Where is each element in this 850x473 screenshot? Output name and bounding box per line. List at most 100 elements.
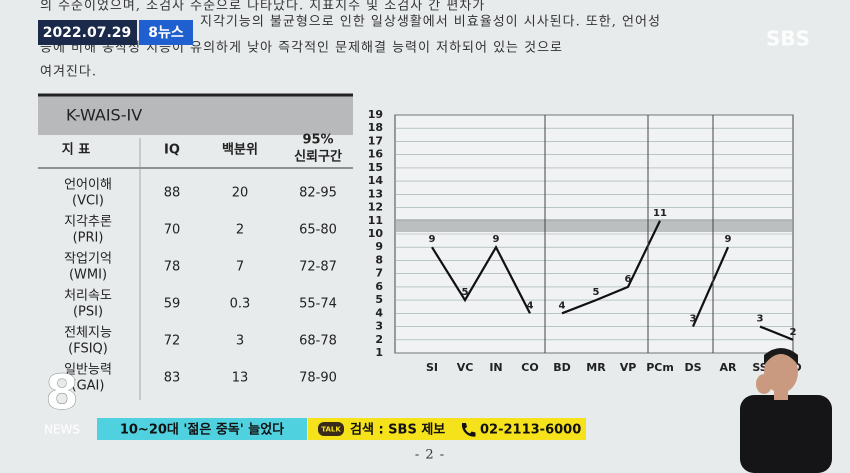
cell: 88	[164, 186, 181, 201]
y-tick-label: 9	[375, 240, 383, 253]
table-header-bar	[38, 95, 353, 135]
x-tick-label: DS	[684, 361, 701, 374]
doc-line: 여겨진다.	[40, 65, 97, 80]
cell: 13	[232, 371, 249, 386]
data-line	[759, 325, 794, 341]
x-tick-label: CO	[521, 361, 538, 374]
data-label: 9	[725, 234, 732, 245]
y-tick-label: 11	[368, 214, 383, 227]
data-label: 4	[559, 300, 566, 311]
search: 검색 : SBS 제보	[350, 423, 445, 438]
data-line	[691, 246, 730, 328]
y-tick-label: 8	[375, 253, 383, 266]
row-code: (GAI)	[72, 379, 105, 394]
row-name: 일반능력	[64, 363, 112, 378]
cell: 55-74	[299, 297, 337, 312]
channel-logo: SBS	[766, 27, 810, 51]
y-tick-label: 17	[368, 134, 383, 147]
date-box	[38, 20, 137, 45]
row-name: 작업기억	[64, 252, 112, 267]
y-tick-label: 13	[368, 187, 383, 200]
col-header: 백분위	[222, 143, 258, 158]
x-tick-label: BD	[553, 361, 571, 374]
cell: 82-95	[299, 186, 337, 201]
x-tick-label: VP	[620, 361, 637, 374]
y-tick-label: 7	[375, 267, 383, 280]
y-tick-label: 10	[368, 227, 384, 240]
y-tick-label: 6	[375, 280, 383, 293]
cell: 20	[232, 186, 249, 201]
data-label: 3	[690, 314, 697, 325]
program: 8뉴스	[148, 25, 184, 41]
row-code: (FSIQ)	[68, 342, 108, 357]
data-label: 6	[625, 274, 632, 285]
logo-text: NEWS	[44, 423, 80, 437]
headline-box	[97, 418, 307, 440]
cell: 83	[164, 371, 181, 386]
cell: 72	[164, 334, 181, 349]
talk-badge	[318, 422, 344, 436]
col-header: 지 표	[62, 143, 90, 158]
col-header: IQ	[164, 143, 180, 158]
data-label: 9	[429, 234, 436, 245]
y-tick-label: 1	[375, 346, 383, 359]
x-tick-label: VC	[457, 361, 474, 374]
data-label: 5	[462, 287, 469, 298]
data-label: 3	[757, 314, 764, 325]
row-code: (PRI)	[73, 231, 104, 246]
program-box	[139, 20, 193, 45]
cell: 70	[164, 223, 181, 238]
cell: 2	[236, 223, 244, 238]
cell: 3	[236, 334, 244, 349]
data-label: 11	[653, 208, 667, 219]
y-tick-label: 19	[368, 108, 383, 121]
cell: 68-78	[299, 334, 337, 349]
cell: 59	[164, 297, 181, 312]
tip-box	[308, 418, 586, 440]
data-label: 9	[493, 234, 500, 245]
x-tick-label: SS	[752, 361, 767, 374]
row-name: 지각추론	[64, 215, 112, 230]
data-label: 2	[790, 327, 797, 338]
cell: 0.3	[230, 297, 251, 312]
y-tick-label: 15	[368, 161, 383, 174]
cell: 7	[236, 260, 244, 275]
data-line	[431, 244, 531, 314]
y-tick-label: 5	[375, 293, 383, 306]
y-tick-label: 16	[368, 148, 384, 161]
row-name: 언어이해	[64, 178, 112, 193]
x-tick-label: MR	[586, 361, 606, 374]
cell: 72-87	[299, 260, 337, 275]
doc-line: 지각기능의 불균형으로 인한 일상생활에서 비효율성이 시사된다. 또한, 언어…	[200, 15, 661, 30]
y-tick-label: 4	[375, 306, 383, 319]
cell: 78-90	[299, 371, 337, 386]
date: 2022.07.29	[43, 25, 132, 41]
y-tick-label: 12	[368, 201, 383, 214]
interpreter	[740, 348, 832, 473]
data-label: 4	[527, 300, 534, 311]
col-header: 95%	[302, 133, 333, 148]
data-line	[561, 220, 661, 315]
average-band	[395, 219, 793, 232]
table-title: K-WAIS-IV	[66, 106, 142, 125]
x-tick-label: PCm	[646, 361, 674, 374]
row-code: (VCI)	[72, 194, 104, 209]
doc-line: 의 수준이었으며, 소검사 수준으로 나타났다. 지표지수 및 소검사 간 편차…	[40, 0, 485, 14]
cell: 78	[164, 260, 181, 275]
y-tick-label: 2	[375, 333, 383, 346]
row-name: 전체지능	[64, 326, 112, 341]
phone: 02-2113-6000	[480, 423, 581, 438]
y-tick-label: 18	[368, 121, 383, 134]
y-tick-label: 3	[375, 320, 383, 333]
headline: 10~20대 '젊은 중독' 늘었다	[120, 422, 284, 438]
phone-icon	[461, 423, 476, 437]
data-label: 5	[593, 287, 600, 298]
logo-number: 8	[45, 365, 78, 421]
x-tick-label: IN	[489, 361, 502, 374]
talk: TALK	[321, 426, 341, 434]
x-tick-label: SI	[426, 361, 438, 374]
col-header: 신뢰구간	[294, 149, 342, 165]
